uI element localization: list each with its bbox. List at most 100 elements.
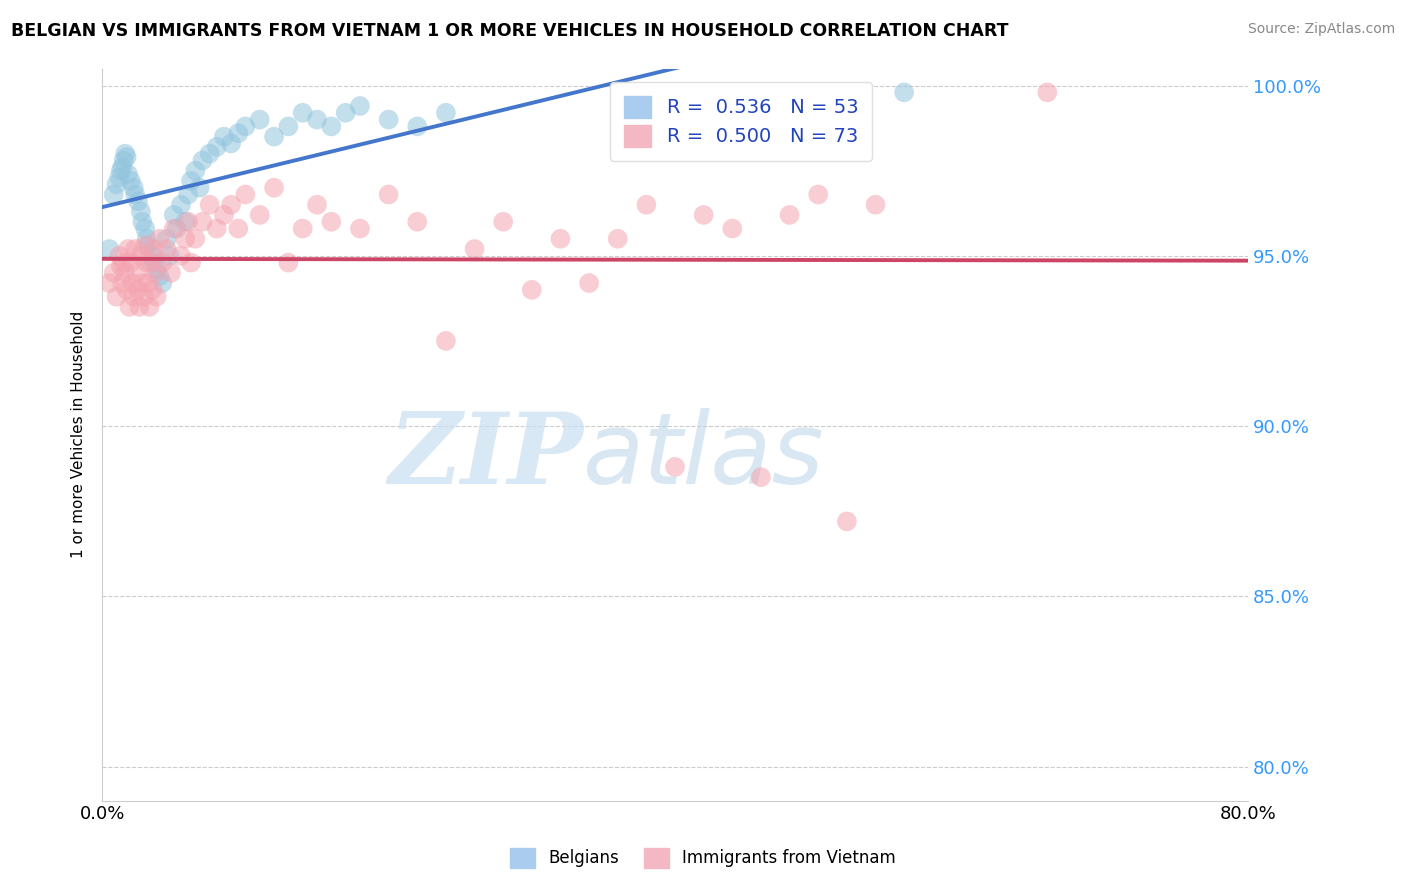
Point [111, 276, 134, 290]
Point [235, 120, 257, 134]
Point [807, 187, 830, 202]
Point [156, 232, 179, 246]
Point [136, 238, 159, 252]
Point [835, 515, 858, 529]
Point [128, 300, 150, 314]
Point [1036, 86, 1059, 100]
Point [142, 255, 165, 269]
Point [111, 161, 134, 175]
Point [131, 215, 153, 229]
Point [305, 112, 328, 127]
Point [174, 232, 197, 246]
Point [139, 255, 162, 269]
Text: BELGIAN VS IMMIGRANTS FROM VIETNAM 1 OR MORE VEHICLES IN HOUSEHOLD CORRELATION C: BELGIAN VS IMMIGRANTS FROM VIETNAM 1 OR … [11, 22, 1008, 40]
Point [434, 334, 457, 348]
Point [145, 290, 167, 304]
Point [636, 198, 658, 212]
Point [277, 120, 299, 134]
Point [166, 221, 188, 235]
Point [163, 208, 186, 222]
Point [150, 276, 173, 290]
Point [249, 112, 271, 127]
Point [219, 198, 242, 212]
Point [148, 269, 170, 284]
Point [212, 208, 235, 222]
Point [98, 276, 121, 290]
Point [98, 242, 121, 256]
Point [434, 105, 457, 120]
Point [134, 221, 156, 235]
Text: Source: ZipAtlas.com: Source: ZipAtlas.com [1247, 22, 1395, 37]
Point [127, 194, 149, 209]
Point [129, 249, 152, 263]
Point [692, 208, 714, 222]
Point [103, 266, 125, 280]
Point [550, 232, 572, 246]
Point [121, 276, 143, 290]
Point [721, 221, 744, 235]
Point [749, 470, 772, 484]
Point [142, 242, 165, 256]
Point [127, 283, 149, 297]
Point [377, 112, 399, 127]
Point [520, 283, 543, 297]
Point [578, 276, 600, 290]
Point [191, 215, 214, 229]
Point [406, 120, 429, 134]
Point [184, 163, 207, 178]
Point [205, 140, 228, 154]
Point [115, 283, 138, 297]
Point [174, 215, 197, 229]
Point [118, 300, 141, 314]
Point [131, 276, 153, 290]
Point [156, 242, 179, 256]
Point [198, 198, 221, 212]
Point [150, 255, 173, 269]
Point [125, 266, 148, 280]
Point [110, 259, 132, 273]
Point [865, 198, 887, 212]
Point [159, 249, 181, 263]
Point [112, 153, 135, 168]
Point [141, 249, 163, 263]
Point [170, 198, 193, 212]
Point [136, 276, 159, 290]
Point [122, 180, 145, 194]
Point [893, 86, 915, 100]
Point [377, 187, 399, 202]
Point [321, 215, 343, 229]
Point [120, 174, 142, 188]
Point [226, 221, 249, 235]
Point [191, 153, 214, 168]
Point [464, 242, 486, 256]
Legend: R =  0.536   N = 53, R =  0.500   N = 73: R = 0.536 N = 53, R = 0.500 N = 73 [610, 82, 872, 161]
Point [124, 242, 146, 256]
Point [212, 129, 235, 144]
Point [148, 232, 170, 246]
Point [108, 170, 131, 185]
Point [606, 232, 628, 246]
Point [492, 215, 515, 229]
Point [779, 208, 801, 222]
Point [263, 180, 285, 194]
Point [117, 242, 139, 256]
Point [263, 129, 285, 144]
Point [117, 167, 139, 181]
Point [141, 283, 163, 297]
Point [112, 255, 135, 269]
Point [177, 187, 200, 202]
Point [160, 266, 183, 280]
Point [205, 221, 228, 235]
Point [349, 99, 371, 113]
Legend: Belgians, Immigrants from Vietnam: Belgians, Immigrants from Vietnam [503, 841, 903, 875]
Point [188, 180, 211, 194]
Point [184, 232, 207, 246]
Point [129, 204, 152, 219]
Point [249, 208, 271, 222]
Point [349, 221, 371, 235]
Text: atlas: atlas [583, 408, 825, 505]
Point [180, 174, 202, 188]
Text: ZIP: ZIP [388, 409, 583, 505]
Point [114, 266, 136, 280]
Point [145, 262, 167, 277]
